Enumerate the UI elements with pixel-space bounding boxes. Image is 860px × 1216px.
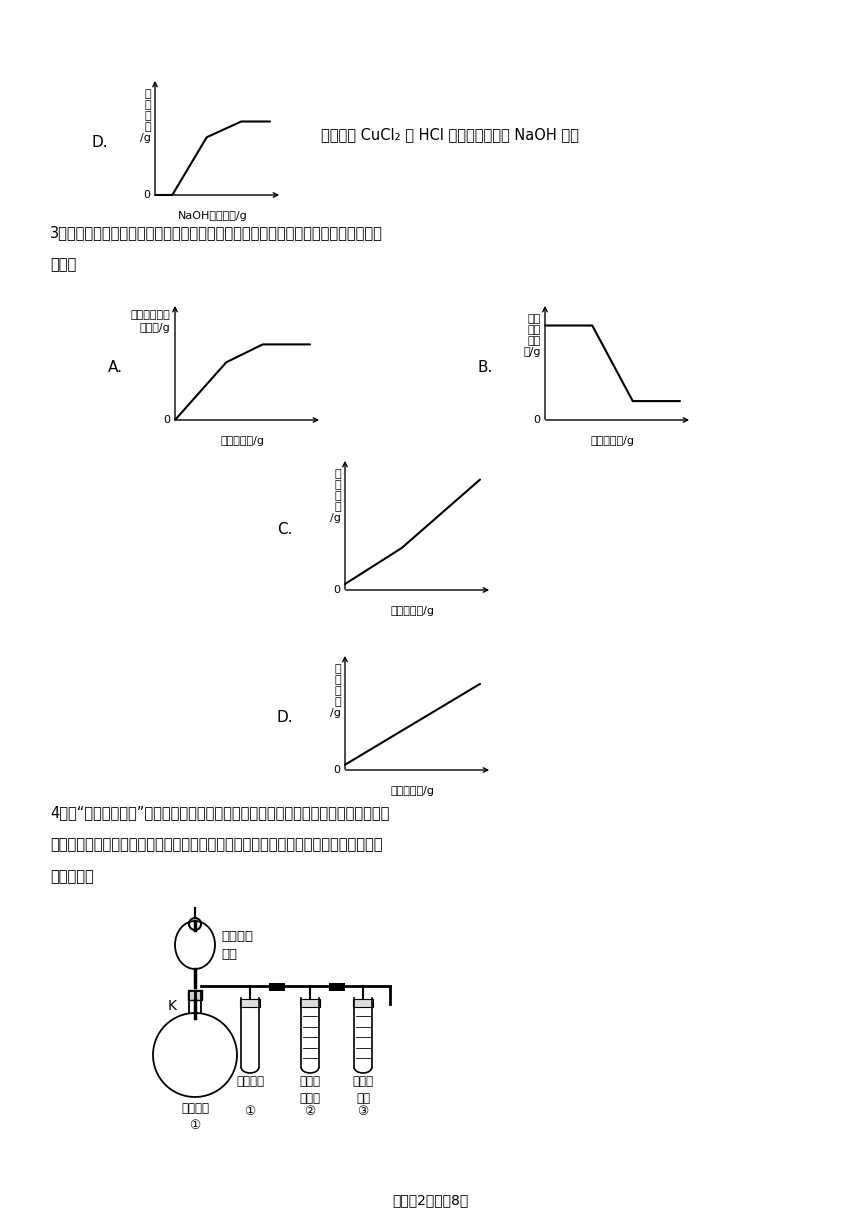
Text: 稀硫酸质量/g: 稀硫酸质量/g — [390, 786, 434, 796]
Text: 稀硫酸质量/g: 稀硫酸质量/g — [591, 437, 635, 446]
Text: 沉: 沉 — [144, 89, 151, 98]
Text: 的质: 的质 — [528, 336, 541, 347]
Text: 质: 质 — [144, 111, 151, 122]
Text: 溶液: 溶液 — [221, 948, 237, 962]
Text: B.: B. — [477, 360, 493, 375]
Text: 的质量/g: 的质量/g — [139, 323, 170, 333]
Text: 剂: 剂 — [335, 675, 341, 685]
Bar — [353, 1000, 373, 1007]
Text: 测正确的是: 测正确的是 — [50, 869, 94, 884]
Text: 量: 量 — [144, 122, 151, 133]
Text: 稀硫酸质量/g: 稀硫酸质量/g — [220, 437, 265, 446]
Text: 溶: 溶 — [335, 469, 341, 479]
Text: 溶液中铜元素: 溶液中铜元素 — [130, 310, 170, 320]
Bar — [300, 1000, 320, 1007]
Text: 量/g: 量/g — [524, 347, 541, 358]
Bar — [329, 983, 345, 991]
Text: K: K — [168, 1000, 177, 1013]
Text: 硫酸铜
溶液: 硫酸铜 溶液 — [353, 1075, 373, 1105]
Text: NaOH溶液质量/g: NaOH溶液质量/g — [178, 212, 248, 221]
Text: ①: ① — [244, 1105, 255, 1118]
Text: 质: 质 — [335, 491, 341, 501]
Text: 稀硫酸质量/g: 稀硫酸质量/g — [390, 606, 434, 617]
Bar — [240, 1000, 260, 1007]
Text: 器已略去），引起同学们的兴趣。下图是四位同学对实验中的部分现象进行的预测，预: 器已略去），引起同学们的兴趣。下图是四位同学对实验中的部分现象进行的预测，预 — [50, 837, 383, 852]
Text: ①: ① — [189, 1119, 200, 1132]
Text: 向一定量 CuCl₂ 和 HCl 溶液中逐滴加入 NaOH 溶液: 向一定量 CuCl₂ 和 HCl 溶液中逐滴加入 NaOH 溶液 — [321, 128, 579, 142]
Text: 符的是: 符的是 — [50, 257, 77, 272]
Text: 0: 0 — [333, 585, 340, 595]
Text: /g: /g — [330, 513, 341, 523]
Text: A.: A. — [108, 360, 122, 375]
Text: 液: 液 — [335, 480, 341, 490]
Text: 0: 0 — [533, 415, 540, 426]
Text: /g: /g — [140, 133, 151, 143]
Text: 固体: 固体 — [528, 325, 541, 334]
Text: 量: 量 — [335, 697, 341, 706]
Text: 淡: 淡 — [144, 100, 151, 109]
Text: D.: D. — [92, 135, 108, 150]
Text: 氮氧化
钓溶液: 氮氧化 钓溶液 — [299, 1075, 321, 1105]
Text: ③: ③ — [358, 1105, 369, 1118]
Text: 试卷第2页，共8页: 试卷第2页，共8页 — [392, 1193, 468, 1207]
Text: 质: 质 — [335, 686, 341, 696]
Text: ②: ② — [304, 1105, 316, 1118]
Text: 3．向盛有一定量氧化铜粉末的烧杯中不断加入稀硫酸，烧杯中相关量的变化与图像相: 3．向盛有一定量氧化铜粉末的烧杯中不断加入稀硫酸，烧杯中相关量的变化与图像相 — [50, 225, 383, 240]
Text: 二氧化锄: 二氧化锄 — [236, 1075, 264, 1088]
Text: 量: 量 — [335, 502, 341, 512]
Text: 4．在“创新实验装置”的竞赛中，某些化学兴趣小组设计了如下图所示的装置（夹持仳: 4．在“创新实验装置”的竞赛中，某些化学兴趣小组设计了如下图所示的装置（夹持仳 — [50, 805, 390, 820]
Text: 二氧化锄: 二氧化锄 — [181, 1102, 209, 1115]
Text: 溶: 溶 — [335, 664, 341, 674]
Bar — [269, 983, 285, 991]
Text: 剩余: 剩余 — [528, 314, 541, 323]
Text: 过氧化氢: 过氧化氢 — [221, 930, 253, 944]
Text: D.: D. — [277, 710, 293, 725]
Text: C.: C. — [277, 523, 292, 537]
Bar — [188, 990, 202, 1000]
Text: 0: 0 — [143, 190, 150, 199]
Text: 0: 0 — [333, 765, 340, 775]
Text: 0: 0 — [163, 415, 170, 426]
Text: /g: /g — [330, 708, 341, 717]
